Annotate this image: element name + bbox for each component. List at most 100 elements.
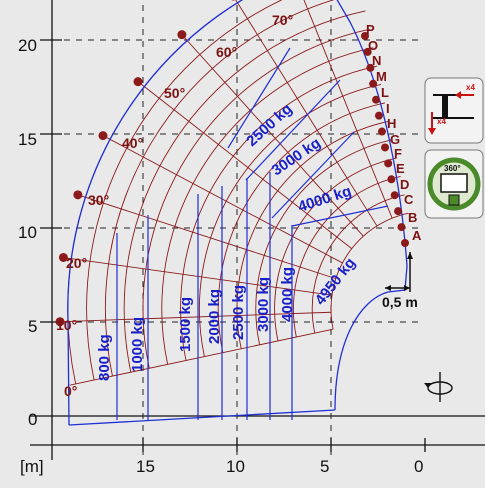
angle-marker (58, 252, 68, 262)
extension-marker (366, 63, 375, 72)
angle-ray (62, 311, 332, 323)
extension-label-f: F (394, 146, 402, 161)
angle-label-30: 30° (88, 192, 109, 208)
extension-label-l: L (381, 85, 389, 100)
load-label-3000-vertical: 3000 kg (255, 277, 272, 332)
extension-label-a: A (412, 228, 422, 243)
extension-marker (377, 127, 386, 136)
x-tick-0: 0 (414, 457, 423, 476)
angle-label-60: 60° (216, 44, 237, 60)
extension-label-g: G (390, 132, 400, 147)
outrigger-badge-icon: x4 x4 (424, 77, 484, 144)
load-boundary (227, 47, 291, 149)
rotation-360-label: 360° (444, 164, 461, 173)
radius-arc (198, 84, 382, 357)
radius-arc (105, 0, 335, 377)
scale-bar: 0,5 m (382, 252, 418, 310)
load-boundary (271, 131, 355, 219)
load-label-1000: 1000 kg (129, 317, 146, 372)
radius-arc (236, 120, 389, 349)
x-tick-5: 5 (320, 457, 329, 476)
x-tick-10: 10 (226, 457, 245, 476)
angle-ray (79, 195, 336, 280)
angle-label-20: 20° (66, 255, 87, 271)
radius-arc (86, 0, 283, 381)
extension-label-b: B (408, 210, 417, 225)
axis-grid (30, 0, 485, 460)
y-tick-20: 20 (18, 36, 37, 55)
extension-marker (390, 191, 399, 200)
scale-bar-label: 0,5 m (382, 294, 418, 310)
rotation-arrow-icon (424, 372, 453, 402)
angle-marker (98, 131, 108, 141)
extension-label-m: M (376, 69, 387, 84)
load-label-1500: 1500 kg (177, 297, 194, 352)
radius-arc (123, 10, 366, 373)
extension-marker (363, 47, 372, 56)
extension-marker (384, 159, 393, 168)
angle-ray (139, 82, 353, 250)
rotation-360-badge-icon: 360° (424, 149, 484, 219)
angle-ray (104, 136, 343, 264)
angle-marker (133, 77, 143, 87)
radius-arc (311, 194, 405, 334)
unit-label: [m] (20, 457, 44, 476)
extension-label-o: O (368, 38, 378, 53)
angle-ray (303, 0, 393, 219)
radius-arc (292, 175, 401, 338)
angle-label-10: 10° (56, 317, 77, 333)
extension-marker (401, 239, 409, 247)
radius-arc (217, 102, 386, 353)
radius-arc (330, 212, 409, 330)
angle-ray (235, 0, 378, 227)
radius-arc (142, 28, 370, 369)
extension-label-h: H (387, 116, 396, 131)
angle-label-70: 70° (272, 12, 293, 28)
angle-ray (69, 328, 334, 386)
angle-rays (62, 0, 393, 386)
extension-label-e: E (396, 161, 405, 176)
extension-marker (387, 175, 396, 184)
angle-marker (73, 190, 83, 200)
envelope-bottom-edge (68, 409, 336, 426)
extension-marker (361, 32, 369, 40)
load-boundary (245, 79, 341, 181)
angle-label-0: 0° (64, 383, 77, 399)
y-tick-15: 15 (18, 130, 37, 149)
load-label-2500-diagonal: 2500 kg (243, 101, 295, 150)
extension-label-d: D (400, 177, 409, 192)
radius-arc (161, 47, 374, 365)
angle-marker (55, 317, 65, 327)
y-tick-5: 5 (28, 317, 37, 336)
extension-label-c: C (404, 192, 414, 207)
angle-label-50: 50° (164, 85, 185, 101)
radius-arc (255, 139, 393, 345)
angle-ray (182, 35, 364, 237)
angle-label-40: 40° (122, 135, 143, 151)
extension-marker (397, 223, 406, 232)
extension-label-n: N (372, 53, 381, 68)
extension-marker (381, 143, 390, 152)
load-label-800: 800 kg (96, 334, 113, 381)
envelope-outer-arc (67, 0, 244, 322)
load-label-4000-diagonal: 4000 kg (296, 183, 354, 216)
load-label-4000-vertical: 4000 kg (279, 267, 296, 322)
x-tick-15: 15 (136, 457, 155, 476)
outrigger-side-count: x4 (437, 117, 446, 126)
load-label-4950: 4950 kg (312, 255, 359, 309)
y-tick-0: 0 (28, 410, 37, 429)
load-label-2000: 2000 kg (206, 289, 223, 344)
y-tick-10: 10 (18, 223, 37, 242)
envelope-left-edge (67, 321, 70, 426)
angle-ray (65, 257, 333, 296)
load-boundary (291, 205, 389, 227)
envelope-inner-curve (334, 265, 408, 411)
extension-marker (369, 79, 378, 88)
extension-marker (374, 111, 383, 120)
angle-marker (177, 30, 187, 40)
extension-label-p: P (366, 22, 375, 37)
outrigger-top-count: x4 (466, 83, 475, 92)
load-label-2500-vertical: 2500 kg (230, 285, 247, 340)
